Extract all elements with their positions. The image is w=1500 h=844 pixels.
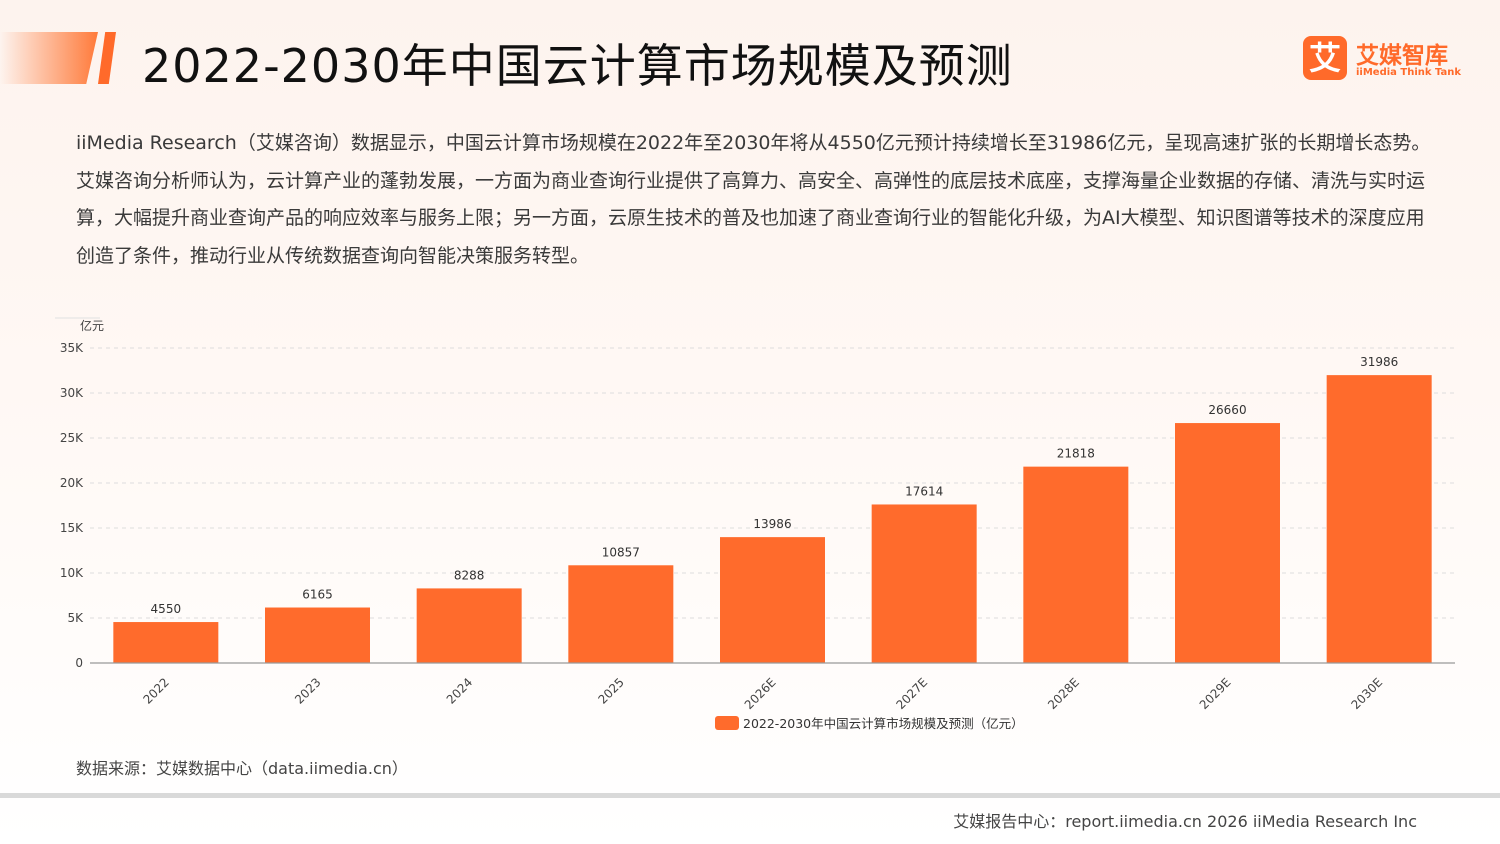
page-title: 2022-2030年中国云计算市场规模及预测 <box>142 39 1013 93</box>
footer-copyright: 艾媒报告中心：report.iimedia.cn 2026 iiMedia Re… <box>953 812 1417 831</box>
x-tick-label: 2028E <box>1045 675 1082 712</box>
bar <box>720 537 825 663</box>
y-tick-label: 10K <box>60 566 84 580</box>
data-label: 13986 <box>753 517 791 531</box>
data-label: 21818 <box>1057 447 1095 461</box>
y-axis-unit-label: 亿元 <box>80 318 104 333</box>
x-tick-label: 2023 <box>292 675 323 706</box>
bar <box>568 565 674 663</box>
title-accent-slash <box>98 32 116 84</box>
legend-swatch <box>715 716 739 730</box>
intro-paragraph: iiMedia Research（艾媒咨询）数据显示，中国云计算市场规模在202… <box>76 132 1431 267</box>
data-label: 26660 <box>1208 403 1246 417</box>
y-tick-label: 5K <box>67 611 84 625</box>
data-label: 17614 <box>905 484 943 498</box>
bar <box>265 607 370 663</box>
bar <box>113 622 219 663</box>
x-tick-label: 2024 <box>444 675 475 706</box>
y-tick-label: 15K <box>60 521 84 535</box>
x-tick-label: 2027E <box>893 675 930 712</box>
title-accent-gradient <box>0 32 98 84</box>
title-accent <box>0 32 120 84</box>
legend-label: 2022-2030年中国云计算市场规模及预测（亿元） <box>743 716 1024 731</box>
y-tick-label: 20K <box>60 476 84 490</box>
y-tick-label: 35K <box>60 341 84 355</box>
y-tick-label: 0 <box>75 656 83 670</box>
x-tick-label: 2025 <box>595 675 626 706</box>
data-label: 4550 <box>151 602 182 616</box>
footer-divider <box>0 793 1500 798</box>
brand-logo: 艾 艾媒智库 iiMedia Think Tank <box>1300 34 1470 84</box>
data-source: 数据来源：艾媒数据中心（data.iimedia.cn） <box>76 759 408 778</box>
logo-text-cn: 艾媒智库 <box>1356 43 1448 69</box>
logo-text-en: iiMedia Think Tank <box>1356 67 1462 78</box>
data-label: 6165 <box>302 588 333 602</box>
data-label: 8288 <box>454 568 485 582</box>
data-label: 31986 <box>1360 355 1398 369</box>
bar <box>1175 423 1280 663</box>
x-tick-label: 2030E <box>1348 675 1385 712</box>
x-tick-label: 2022 <box>140 675 171 706</box>
logo-icon: 艾 <box>1303 36 1347 80</box>
x-tick-label: 2029E <box>1197 675 1234 712</box>
bar-chart: 亿元 0 5K 10K 15K 20K 25K 30K 35K 4550 2022 6165 2023 8… <box>55 317 1455 731</box>
bar <box>1023 466 1129 663</box>
x-tick-label: 2026E <box>742 675 779 712</box>
y-tick-label: 25K <box>60 431 84 445</box>
bar <box>1326 375 1432 663</box>
y-tick-label: 30K <box>60 386 84 400</box>
bar <box>871 504 977 663</box>
data-label: 10857 <box>602 545 640 559</box>
bar <box>416 588 522 663</box>
